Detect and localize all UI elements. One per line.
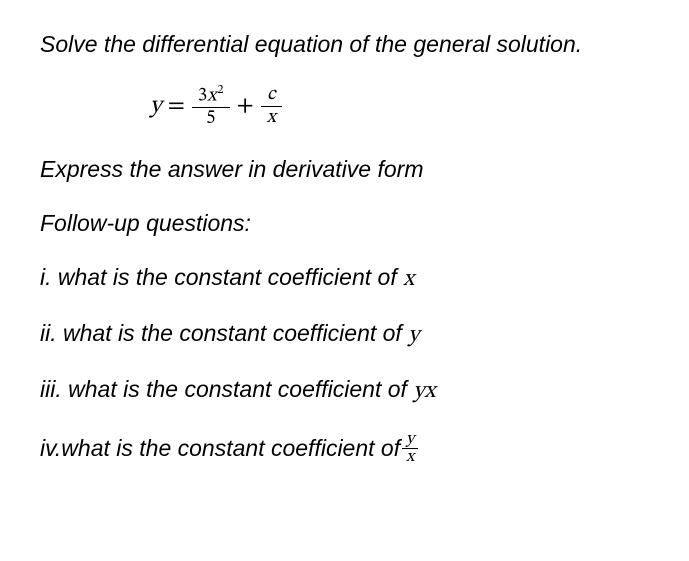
q2-var: y: [408, 324, 419, 347]
q1-var: x: [403, 268, 414, 291]
prompt-line: Solve the differential equation of the g…: [40, 30, 649, 60]
express-text: Express the answer in derivative form: [40, 156, 424, 182]
q1-text: what is the constant coefficient of: [52, 264, 404, 290]
question-3: iii. what is the constant coefficient of…: [40, 375, 649, 407]
question-1: i. what is the constant coefficient of x: [40, 263, 649, 295]
question-4: iv. what is the constant coefficient of …: [40, 431, 649, 468]
q4-frac-den: x: [402, 448, 418, 467]
prompt-text: Solve the differential equation of the g…: [40, 31, 582, 57]
equation: y = 3x2 5 + c x: [40, 84, 649, 129]
eq-frac2-den: x: [261, 106, 282, 128]
q4-text: what is the constant coefficient of: [61, 434, 400, 464]
q4-frac: y x: [404, 431, 416, 468]
express-line: Express the answer in derivative form: [40, 155, 649, 185]
eq-frac2: c x: [264, 85, 279, 128]
eq-frac1-num: 3x2: [195, 84, 227, 107]
page: Solve the differential equation of the g…: [0, 0, 689, 521]
eq-equals: =: [168, 91, 185, 121]
q4-frac-num: y: [404, 431, 416, 449]
q2-label: ii.: [40, 320, 57, 346]
eq-frac1-coeff: 3: [198, 86, 207, 105]
q4-label: iv.: [40, 434, 61, 464]
followup-heading: Follow-up questions:: [40, 209, 649, 239]
question-2: ii. what is the constant coefficient of …: [40, 319, 649, 351]
q3-var: yx: [413, 380, 435, 403]
eq-frac1-var: x: [207, 86, 216, 105]
followup-heading-text: Follow-up questions:: [40, 210, 251, 236]
eq-frac1: 3x2 5: [195, 84, 227, 129]
eq-frac1-den: 5: [192, 107, 230, 129]
eq-frac1-exp: 2: [217, 84, 223, 96]
eq-frac2-num: c: [264, 85, 278, 106]
q3-label: iii.: [40, 376, 62, 402]
q3-text: what is the constant coefficient of: [62, 376, 414, 402]
q2-text: what is the constant coefficient of: [57, 320, 409, 346]
eq-lhs: y: [150, 91, 162, 121]
eq-plus: +: [237, 91, 254, 121]
